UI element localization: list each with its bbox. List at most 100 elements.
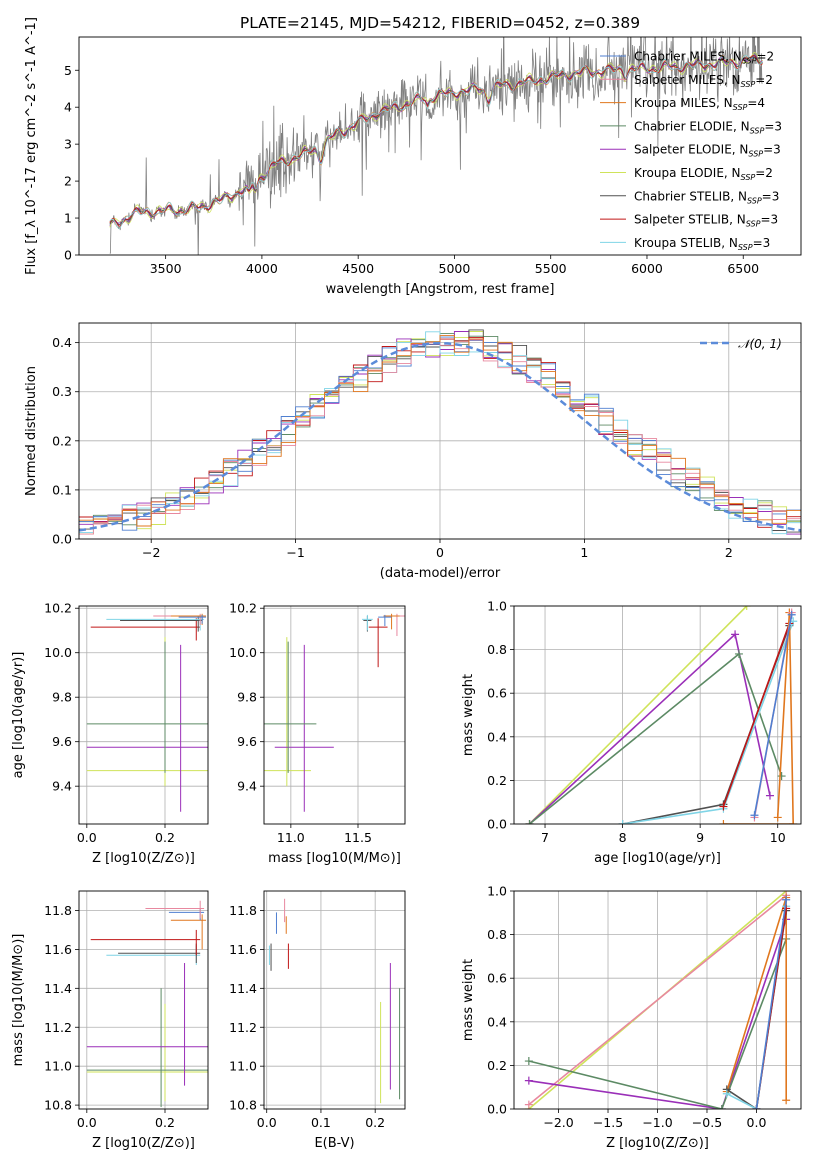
x-tick-label: 10 (770, 830, 786, 845)
y-tick-label: 11.8 (229, 903, 257, 918)
y-tick-label: 0.0 (487, 1102, 507, 1117)
y-tick-label: 9.8 (52, 690, 72, 705)
weight-point-kroupa_elodie (742, 606, 751, 610)
plot-area-weight_vs_age (525, 606, 798, 824)
x-tick-label: −1 (286, 545, 304, 560)
y-tick-label: 9.6 (52, 734, 72, 749)
plot-area-mass_vs_ebv (268, 898, 401, 1104)
x-tick-label: 5500 (535, 261, 567, 276)
y-tick-label: 9.4 (52, 779, 72, 794)
x-tick-label: 0.0 (77, 1115, 97, 1130)
axes-frame (263, 605, 406, 825)
x-tick-label: 0.1 (311, 1115, 331, 1130)
x-tick-label: 4000 (246, 261, 278, 276)
weight-point-chabrier_miles (787, 610, 796, 619)
axes-frame (78, 890, 209, 1110)
y-tick-label: 0.4 (487, 729, 507, 744)
x-axis-label: Z [log10(Z/Z⊙)] (606, 1136, 709, 1151)
y-tick-label: 0.4 (52, 335, 72, 350)
y-tick-label: 3 (64, 137, 72, 152)
weight-line-chabrier_miles (755, 899, 787, 1109)
y-tick-label: 10.2 (229, 601, 257, 616)
weight-point-kroupa_stelib (722, 1089, 731, 1098)
x-tick-label: 0.0 (747, 1115, 767, 1130)
y-axis-label: mass weight (461, 674, 476, 756)
x-tick-label: 11.5 (344, 830, 372, 845)
legend-label-kroupa_miles: Kroupa MILES, NSSP=4 (634, 96, 765, 112)
weight-point-kroupa_stelib (618, 820, 627, 824)
weight-point-kroupa_miles (789, 820, 798, 824)
x-tick-label: 9 (696, 830, 704, 845)
y-tick-label: 11.2 (44, 1020, 72, 1035)
weight-point-kroupa_miles (782, 1096, 791, 1105)
y-tick-label: 10.0 (229, 645, 257, 660)
y-tick-label: 11.0 (44, 1059, 72, 1074)
y-tick-label: 0.6 (487, 686, 507, 701)
normal-distribution-curve (79, 341, 801, 532)
weight-point-chabrier_elodie (524, 1057, 533, 1066)
y-tick-label: 0.1 (52, 482, 72, 497)
x-tick-label: −1.0 (642, 1115, 672, 1130)
x-axis-label: (data-model)/error (380, 566, 501, 581)
y-tick-label: 0.2 (487, 773, 507, 788)
panel-weight_vs_age: 7 8 9 10 0.0 0.2 0.4 0.6 0.8 1.0 age [log10(age/yr… (461, 599, 802, 866)
x-tick-label: 0 (436, 545, 444, 560)
y-tick-label: 11.8 (44, 903, 72, 918)
x-tick-label: 7 (541, 830, 549, 845)
x-tick-label: −2.0 (543, 1115, 573, 1130)
x-tick-label: −2 (142, 545, 160, 560)
weight-point-salpeter_stelib (782, 904, 791, 913)
panel-weight_vs_Z: −2.0 −1.5 −1.0 −0.5 0.0 0.0 0.2 0.4 0.6 0.8 1.0 Z [… (461, 884, 802, 1151)
y-axis-label: Flux [f_λ 10^-17 erg cm^-2 s^-1 A^-1] (24, 17, 39, 275)
panel-mass_vs_ebv: 0.0 0.1 0.2 10.8 11.0 11.2 11.4 11.6 11.8 E(B-V) (229, 890, 406, 1151)
weight-point-salpeter_elodie (731, 630, 740, 639)
weight-point-salpeter_elodie (765, 791, 774, 800)
x-tick-label: 0.2 (365, 1115, 385, 1130)
weight-point-chabrier_miles (752, 1105, 761, 1109)
y-tick-label: 11.4 (229, 981, 257, 996)
plot-area-age_vs_mass (264, 613, 405, 812)
weight-line-chabrier_miles (753, 614, 793, 816)
weight-point-chabrier_elodie (717, 1105, 726, 1109)
weight-line-chabrier_elodie (528, 938, 787, 1109)
y-tick-label: 0.8 (487, 642, 507, 657)
legend-label-salpeter_elodie: Salpeter ELODIE, NSSP=3 (634, 143, 781, 159)
y-tick-label: 9.6 (237, 734, 257, 749)
axes-frame (513, 605, 802, 825)
x-tick-label: 2 (725, 545, 733, 560)
weight-point-chabrier_elodie (777, 772, 786, 781)
y-tick-label: 5 (64, 63, 72, 78)
y-tick-label: 11.6 (229, 942, 257, 957)
axes-frame (78, 322, 802, 540)
y-tick-label: 0 (64, 248, 72, 263)
model-line-salpeter_stelib (109, 54, 763, 227)
x-axis-label: Z [log10(Z/Z⊙)] (92, 1136, 195, 1151)
y-tick-label: 0.2 (487, 1058, 507, 1073)
legend-label-salpeter_miles: Salpeter MILES, NSSP=2 (634, 73, 773, 89)
y-tick-label: 0.6 (487, 971, 507, 986)
x-tick-label: 0.0 (77, 830, 97, 845)
weight-point-kroupa_miles (719, 820, 728, 824)
x-axis-label: E(B-V) (314, 1136, 354, 1151)
x-axis-label: mass [log10(M/M⊙)] (268, 851, 401, 866)
weight-line-kroupa_elodie (528, 606, 748, 824)
legend-label-chabrier_stelib: Chabrier STELIB, NSSP=3 (634, 189, 779, 205)
x-tick-label: 1 (580, 545, 588, 560)
y-tick-label: 9.4 (237, 779, 257, 794)
panel-residuals: −2 −1 0 1 2 0.0 0.1 0.2 0.3 0.4 (data-model)/error… (24, 322, 802, 581)
y-tick-label: 10.2 (44, 601, 72, 616)
panel-age_vs_mass: 11.0 11.5 9.4 9.6 9.8 10.0 10.2 mass [log10(M/M… (229, 601, 406, 866)
model-line-kroupa_elodie (109, 51, 763, 228)
weight-line-salpeter_miles (528, 894, 787, 1106)
weight-line-salpeter_elodie (528, 919, 787, 1109)
y-tick-label: 11.6 (44, 942, 72, 957)
plot-area-mass_vs_Z (86, 900, 208, 1108)
x-axis-label: wavelength [Angstrom, rest frame] (326, 282, 555, 297)
axes-frame (78, 36, 802, 256)
y-tick-label: 4 (64, 100, 72, 115)
y-tick-label: 1 (64, 211, 72, 226)
y-tick-label: 0.0 (52, 532, 72, 547)
x-tick-label: 6500 (727, 261, 759, 276)
